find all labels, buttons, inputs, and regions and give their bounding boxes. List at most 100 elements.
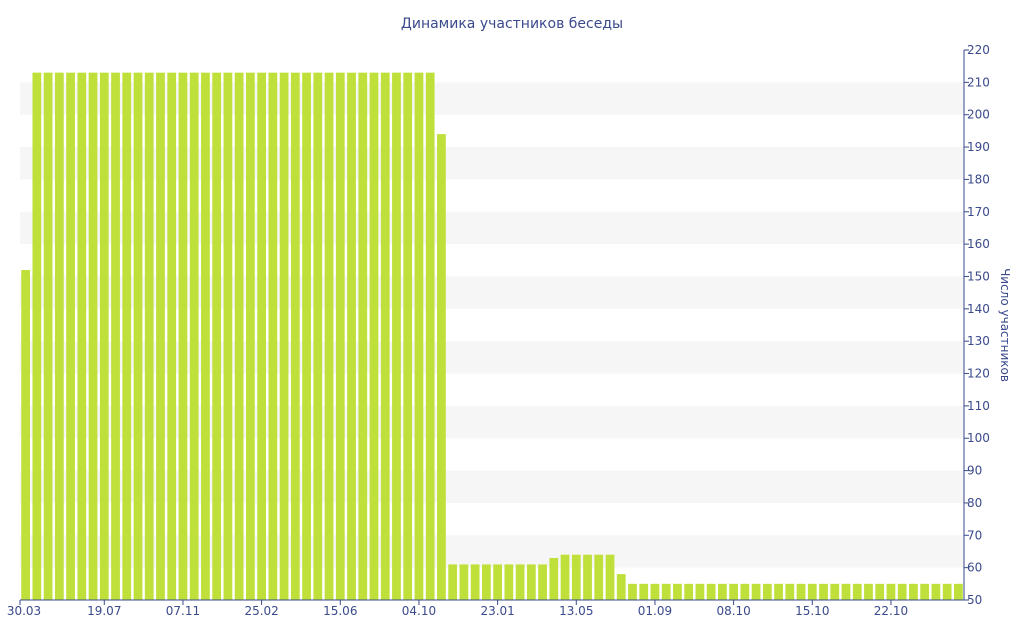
bar [864,583,873,600]
bar [920,583,930,600]
bar [268,72,278,601]
bar [335,72,345,601]
x-tick-label: 25.02 [244,604,278,618]
x-tick-label: 07.11 [166,604,200,618]
grid-band [20,341,964,374]
bar [830,583,840,600]
bar [290,72,300,601]
bar [740,583,750,600]
bar [931,583,941,600]
bar [111,72,120,601]
bar [392,72,401,601]
bars [21,72,963,601]
bar [819,583,828,600]
bar [347,72,356,601]
bar [751,583,761,600]
bar [852,583,862,600]
bar [549,557,559,600]
bar [583,554,592,600]
y-axis: 50 60 70 80 90 100 110 120 130 140 150 160 170 180 190… [963,43,990,607]
y-tick-label: 140 [967,302,990,316]
bar [886,583,896,600]
y-tick-label: 130 [967,334,990,348]
bar [201,72,210,601]
x-tick-label: 13.05 [559,604,593,618]
bar [122,72,132,601]
bar [594,554,604,600]
y-tick-label: 100 [967,431,990,445]
bar [414,72,424,601]
bar [437,134,446,600]
y-tick-label: 50 [967,593,982,607]
bar [425,72,435,601]
y-tick-label: 120 [967,367,990,381]
grid-band [20,147,964,180]
bar [358,72,368,601]
bar [706,583,716,600]
bar [313,72,323,601]
bar [762,583,772,600]
bar [909,583,918,600]
x-tick-label: 30.03 [7,604,41,618]
grid-band [20,211,964,245]
grid-band [20,535,964,568]
bar [493,564,503,600]
y-tick-label: 220 [967,43,990,57]
y-tick-label: 150 [967,269,990,283]
x-tick-label: 04.10 [402,604,436,618]
x-tick-label: 19.07 [87,604,121,618]
bar [43,72,53,601]
y-axis-label: Число участников [998,268,1012,382]
grid-band [20,82,964,115]
bar [223,72,233,601]
bar [661,583,671,600]
bar [324,72,334,601]
bar [403,72,413,601]
bar [234,72,244,601]
bar [178,72,188,601]
y-tick-label: 70 [967,528,982,542]
bar [212,72,222,601]
y-tick-label: 210 [967,75,990,89]
bar [369,72,379,601]
x-tick-label: 15.10 [795,604,829,618]
bar [571,554,581,600]
bar [77,72,87,601]
grid-bands [20,82,964,568]
bar [66,72,75,601]
y-tick-label: 80 [967,496,982,510]
bar [684,583,694,600]
y-tick-label: 170 [967,205,990,219]
bar [807,583,817,600]
bar [54,72,64,601]
bar [538,564,547,600]
bar [459,564,469,600]
bar [785,583,795,600]
bar [302,72,311,601]
bar [526,564,536,600]
x-tick-label: 23.01 [480,604,514,618]
bar [167,72,177,601]
bar [448,564,458,600]
bar [189,72,199,601]
x-tick-label: 01.09 [638,604,672,618]
bar [156,72,165,601]
bar [245,72,255,601]
y-tick-label: 160 [967,237,990,251]
bar [717,583,727,600]
bar [504,564,514,600]
bar [470,564,480,600]
bar [99,72,109,601]
y-tick-label: 200 [967,108,990,122]
bar [953,583,963,600]
y-tick-label: 60 [967,561,982,575]
bar [841,583,851,600]
grid-band [20,276,964,309]
y-tick-label: 110 [967,399,990,413]
y-tick-label: 190 [967,140,990,154]
bar [605,554,615,600]
bar [650,583,660,600]
bar [380,72,390,601]
bar [257,72,267,601]
grid-band [20,470,964,503]
